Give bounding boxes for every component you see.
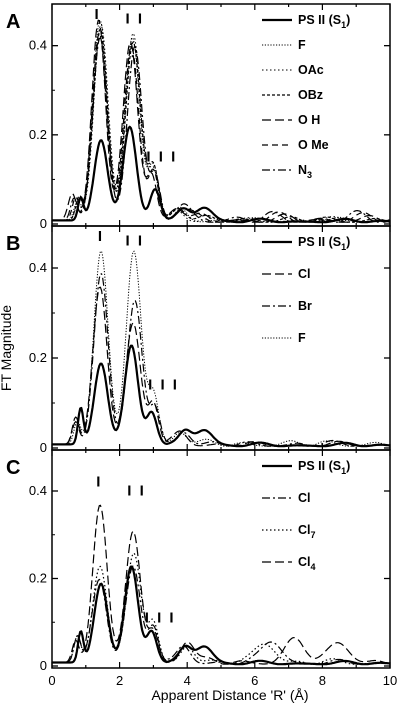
legend-label: F	[298, 38, 306, 52]
panel-b: B 0 0.2 0.4 I I I I I I PS II (S1) Cl Br F	[6, 225, 391, 455]
panel-c: C 0 0.2 0.4 I I I I I I PS II (S1) Cl Cl7 Cl4 0 2 4 6 8…	[6, 449, 397, 688]
y-axis-label: FT Magnitude	[0, 305, 14, 391]
legend-label: Cl	[298, 267, 311, 281]
legend-label: Cl	[298, 491, 311, 505]
panel-a: A 0 0.2 0.4 I I I I I I PS II (S1) F OAc OBz O H O M…	[6, 3, 391, 231]
series-line	[52, 37, 391, 223]
legend-label: F	[298, 331, 306, 345]
y-tick-label: 0.4	[29, 483, 47, 498]
peak-label: I	[95, 6, 101, 23]
panel-letter: B	[6, 233, 20, 255]
x-tick-label: 2	[116, 673, 123, 688]
y-tick-label: 0	[40, 440, 47, 455]
peak-label: I I I	[148, 377, 179, 394]
legend-label: N3	[298, 163, 312, 180]
series-line	[52, 565, 391, 665]
panels-container: A 0 0.2 0.4 I I I I I I PS II (S1) F OAc OBz O H O M…	[6, 3, 397, 688]
legend-label: O H	[298, 113, 320, 127]
legend-label: OAc	[298, 63, 324, 77]
series-line	[52, 24, 391, 223]
x-tick-label: 6	[251, 673, 258, 688]
panel-letter: A	[6, 11, 20, 33]
legend-label: PS II (S1)	[298, 13, 350, 30]
panel-frame	[51, 449, 391, 669]
y-tick-label: 0.2	[29, 350, 47, 365]
legend-label: Br	[298, 299, 312, 313]
series-line	[52, 28, 391, 223]
legend-label: O Me	[298, 138, 329, 152]
panel-letter: C	[6, 457, 20, 479]
series-line	[52, 273, 391, 447]
x-tick-label: 10	[383, 673, 397, 688]
x-tick-label: 8	[319, 673, 326, 688]
x-tick-label: 0	[48, 673, 55, 688]
peak-label: I I	[127, 482, 146, 499]
panel-frame	[51, 225, 391, 451]
peak-label: I I	[126, 233, 145, 250]
y-tick-label: 0	[40, 216, 47, 231]
series-line	[52, 344, 391, 448]
x-axis-label: Apparent Distance 'R' (Å)	[151, 687, 308, 703]
y-tick-label: 0.4	[29, 260, 47, 275]
y-tick-label: 0	[40, 658, 47, 673]
legend-label: PS II (S1)	[298, 235, 350, 252]
legend-label: Cl4	[298, 555, 316, 572]
y-tick-label: 0.2	[29, 127, 47, 142]
series-line	[52, 504, 391, 665]
series-line	[52, 250, 391, 447]
series-line	[52, 125, 391, 224]
legend-label: OBz	[298, 88, 323, 102]
peak-label: I I I	[146, 149, 177, 166]
legend-label: PS II (S1)	[298, 459, 350, 476]
legend-label: Cl7	[298, 523, 316, 540]
peak-label: I I	[126, 10, 145, 27]
y-tick-label: 0.2	[29, 571, 47, 586]
peak-label: I I I	[145, 609, 176, 626]
series-line	[52, 32, 391, 223]
x-tick-label: 4	[184, 673, 191, 688]
series-line	[52, 552, 391, 665]
series-line	[52, 565, 391, 666]
peak-label: I	[98, 228, 104, 245]
y-tick-label: 0.4	[29, 38, 47, 53]
peak-label: I	[96, 474, 102, 491]
